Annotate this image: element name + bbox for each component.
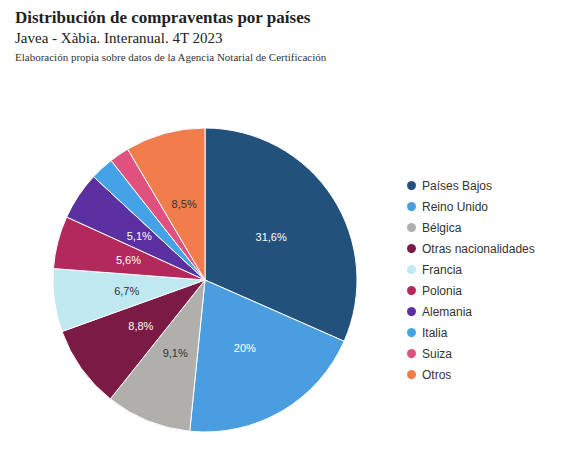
svg-text:9,1%: 9,1%	[163, 347, 188, 359]
svg-text:5,1%: 5,1%	[127, 230, 152, 242]
svg-text:31,6%: 31,6%	[256, 231, 287, 243]
svg-text:Bélgica: Bélgica	[422, 221, 462, 235]
svg-text:Italia: Italia	[422, 326, 448, 340]
svg-text:20%: 20%	[234, 342, 256, 354]
svg-text:Reino Unido: Reino Unido	[422, 200, 488, 214]
svg-text:6,7%: 6,7%	[114, 285, 139, 297]
svg-text:Distribución de compraventas p: Distribución de compraventas por países	[15, 8, 311, 27]
svg-text:Javea - Xàbia. Interanual. 4T: Javea - Xàbia. Interanual. 4T 2023	[15, 30, 223, 46]
svg-text:5,6%: 5,6%	[116, 254, 141, 266]
svg-text:Países Bajos: Países Bajos	[422, 179, 492, 193]
svg-text:8,5%: 8,5%	[172, 198, 197, 210]
svg-text:8,8%: 8,8%	[128, 320, 153, 332]
svg-text:Otros: Otros	[422, 368, 451, 382]
svg-text:Francia: Francia	[422, 263, 462, 277]
svg-text:Suiza: Suiza	[422, 347, 452, 361]
svg-text:Elaboración propia sobre datos: Elaboración propia sobre datos de la Age…	[15, 51, 327, 63]
svg-text:Otras nacionalidades: Otras nacionalidades	[422, 242, 535, 256]
svg-text:Alemania: Alemania	[422, 305, 472, 319]
svg-text:Polonia: Polonia	[422, 284, 462, 298]
